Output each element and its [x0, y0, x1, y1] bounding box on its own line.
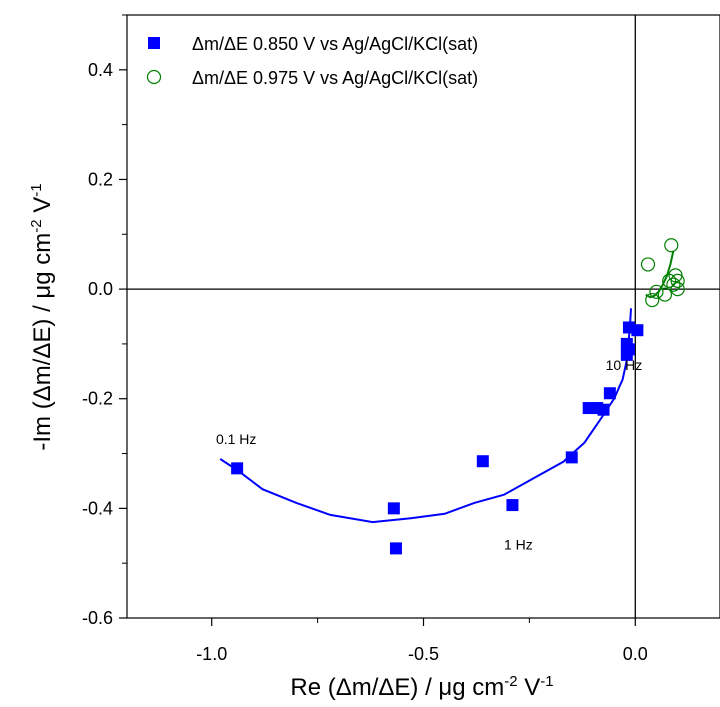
- data-point-series-1: [631, 324, 644, 337]
- y-tick-label: -0.6: [82, 608, 113, 628]
- data-point-series-2: [645, 292, 660, 308]
- x-tick-label: -0.5: [408, 644, 439, 664]
- y-tick-label: -0.2: [82, 389, 113, 409]
- frequency-annotations: 0.1 Hz 10 Hz 1 Hz: [216, 357, 642, 552]
- y-axis-title: -Im (Δm/ΔE) / μg cm-2 V-1: [28, 183, 56, 450]
- x-tick-label: -1.0: [196, 644, 227, 664]
- y-tick-label: 0.2: [88, 169, 113, 189]
- y-axis-title-sup1: -2: [28, 219, 45, 232]
- fit-curve-1: [219, 308, 632, 524]
- legend: Δm/ΔE 0.850 V vs Ag/AgCl/KCl(sat) Δm/ΔE …: [146, 34, 478, 88]
- y-axis-title-unit: V: [29, 197, 56, 220]
- data-point-series-1: [231, 462, 244, 475]
- y-tick-label: 0.0: [88, 279, 113, 299]
- fit-curves: [219, 250, 675, 524]
- frequency-label: 0.1 Hz: [216, 431, 256, 447]
- frequency-label: 10 Hz: [606, 357, 643, 373]
- zero-reference-lines: [127, 15, 720, 618]
- axis-tick-labels: -1.0 -0.5 0.0 -0.6 -0.4 -0.2 0.0 0.2 0.4: [82, 60, 648, 664]
- frequency-label: 1 Hz: [504, 536, 533, 552]
- data-point-series-2: [670, 273, 685, 288]
- data-point-series-2: [657, 287, 673, 302]
- data-point-series-2: [670, 281, 685, 297]
- y-axis-title-sup2: -1: [28, 183, 45, 196]
- x-axis-title-main: Re (Δm/ΔE) / μg cm: [290, 674, 504, 701]
- data-points: [231, 238, 685, 555]
- y-tick-label: 0.4: [88, 60, 113, 80]
- legend-label-series-1: Δm/ΔE 0.850 V vs Ag/AgCl/KCl(sat): [192, 34, 478, 54]
- legend-marker-series-1: [148, 37, 160, 49]
- data-point-series-2: [664, 238, 679, 253]
- x-axis-title-sup2: -1: [540, 673, 553, 690]
- data-point-series-1: [622, 343, 635, 356]
- data-point-series-1: [565, 451, 578, 464]
- axis-ticks: [119, 14, 636, 626]
- x-axis-title-unit: V: [518, 674, 541, 701]
- x-axis-title: Re (Δm/ΔE) / μg cm-2 V-1: [290, 673, 553, 701]
- data-point-series-1: [387, 502, 400, 515]
- data-point-series-1: [603, 387, 616, 400]
- data-point-series-2: [649, 284, 664, 299]
- x-axis-title-sup1: -2: [504, 673, 517, 690]
- data-point-series-1: [476, 455, 489, 468]
- fit-curve-2: [645, 250, 675, 299]
- data-point-series-1: [389, 542, 402, 555]
- data-point-series-2: [640, 257, 656, 272]
- data-point-series-1: [597, 403, 610, 416]
- y-axis-title-main: -Im (Δm/ΔE) / μg cm: [29, 233, 56, 451]
- y-tick-label: -0.4: [82, 498, 113, 518]
- data-point-series-2: [666, 277, 681, 292]
- legend-label-series-2: Δm/ΔE 0.975 V vs Ag/AgCl/KCl(sat): [192, 68, 478, 88]
- legend-marker-series-2: [146, 69, 162, 85]
- data-point-series-1: [506, 499, 519, 512]
- x-tick-label: 0.0: [623, 644, 648, 664]
